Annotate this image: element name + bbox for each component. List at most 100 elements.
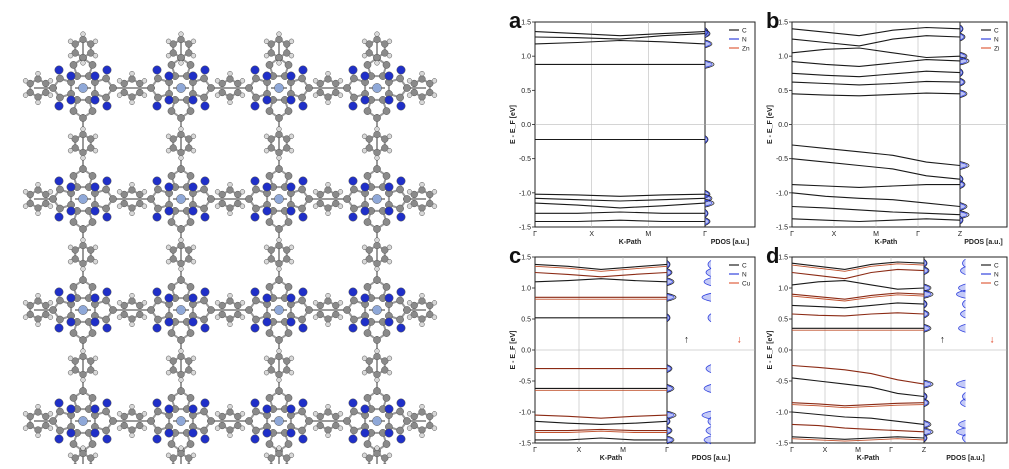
hydrogen-atom	[326, 433, 331, 438]
nitrogen-atom	[263, 72, 271, 80]
hydrogen-atom	[387, 245, 392, 250]
legend-entry: C	[742, 28, 747, 35]
hydrogen-atom	[387, 148, 392, 153]
nitrogen-atom	[201, 177, 209, 185]
y-axis-label: E - E_F [eV]	[767, 105, 774, 144]
hydrogen-atom	[81, 349, 86, 354]
nitrogen-atom	[397, 102, 405, 110]
metal-atom	[176, 83, 185, 92]
hydrogen-atom	[48, 315, 53, 320]
nitrogen-atom	[397, 399, 405, 407]
hydrogen-atom	[179, 446, 184, 451]
carbon-atom	[129, 76, 136, 83]
carbon-atom	[266, 61, 273, 68]
nitrogen-atom	[67, 318, 75, 326]
kpoint-label: X	[589, 231, 594, 238]
carbon-atom	[374, 131, 381, 138]
carbon-atom	[325, 409, 332, 416]
hydrogen-atom	[142, 93, 147, 98]
y-tick-label: 0.5	[778, 88, 788, 95]
y-tick-label: 0.0	[778, 122, 788, 129]
y-tick-label: 1.5	[778, 255, 788, 262]
hydrogen-atom	[68, 39, 73, 44]
carbon-atom	[129, 187, 136, 194]
carbon-atom	[374, 36, 381, 43]
hydrogen-atom	[420, 293, 425, 298]
carbon-atom	[187, 218, 194, 225]
nitrogen-atom	[153, 288, 161, 296]
band-line	[535, 421, 667, 424]
carbon-atom	[252, 316, 259, 323]
hydrogen-atom	[326, 182, 331, 187]
nitrogen-atom	[299, 102, 307, 110]
hydrogen-atom	[289, 148, 294, 153]
nitrogen-atom	[397, 435, 405, 443]
hydrogen-atom	[81, 32, 86, 37]
carbon-atom	[56, 205, 63, 212]
nitrogen-atom	[397, 324, 405, 332]
nitrogen-atom	[361, 405, 369, 413]
hydrogen-atom	[179, 378, 184, 383]
nitrogen-atom	[349, 66, 357, 74]
carbon-atom	[187, 440, 194, 447]
carbon-atom	[373, 276, 380, 283]
carbon-atom	[56, 297, 63, 304]
carbon-atom	[35, 76, 42, 83]
nitrogen-atom	[397, 66, 405, 74]
nitrogen-atom	[103, 288, 111, 296]
hydrogen-atom	[81, 267, 86, 272]
legend-entry: Zn	[742, 46, 750, 53]
hydrogen-atom	[432, 411, 437, 416]
hydrogen-atom	[338, 300, 343, 305]
hydrogen-atom	[407, 189, 412, 194]
carbon-atom	[364, 394, 371, 401]
band-line	[535, 220, 705, 221]
carbon-atom	[227, 298, 234, 305]
carbon-atom	[187, 394, 194, 401]
band-line	[535, 194, 705, 196]
carbon-atom	[227, 205, 234, 212]
hydrogen-atom	[215, 300, 220, 305]
carbon-atom	[154, 297, 161, 304]
hydrogen-atom	[68, 53, 73, 58]
hydrogen-atom	[338, 426, 343, 431]
carbon-atom	[276, 149, 283, 156]
nitrogen-atom	[287, 72, 295, 80]
carbon-atom	[276, 242, 283, 249]
hydrogen-atom	[166, 370, 171, 375]
hydrogen-atom	[240, 189, 245, 194]
nitrogen-atom	[287, 318, 295, 326]
carbon-atom	[129, 427, 136, 434]
metal-atom	[78, 305, 87, 314]
carbon-atom	[70, 440, 77, 447]
carbon-atom	[266, 283, 273, 290]
carbon-atom	[383, 329, 390, 336]
carbon-atom	[396, 94, 403, 101]
hydrogen-atom	[93, 453, 98, 458]
carbon-atom	[275, 225, 282, 232]
hydrogen-atom	[277, 378, 282, 383]
nitrogen-atom	[189, 429, 197, 437]
carbon-atom	[187, 107, 194, 114]
hydrogen-atom	[420, 100, 425, 105]
carbon-atom	[200, 75, 207, 82]
carbon-atom	[177, 225, 184, 232]
carbon-atom	[102, 186, 109, 193]
hydrogen-atom	[228, 71, 233, 76]
carbon-atom	[285, 329, 292, 336]
nitrogen-atom	[67, 429, 75, 437]
kpoint-label: Γ	[889, 447, 893, 454]
hydrogen-atom	[432, 204, 437, 209]
nitrogen-atom	[153, 177, 161, 185]
hydrogen-atom	[36, 71, 41, 76]
carbon-atom	[227, 316, 234, 323]
pdos-peak-spin	[708, 260, 711, 268]
band-line	[535, 41, 705, 44]
hydrogen-atom	[313, 93, 318, 98]
carbon-atom	[252, 408, 259, 415]
nitrogen-atom	[201, 324, 209, 332]
hydrogen-atom	[81, 61, 86, 66]
nitrogen-atom	[91, 72, 99, 80]
metal-atom	[176, 194, 185, 203]
